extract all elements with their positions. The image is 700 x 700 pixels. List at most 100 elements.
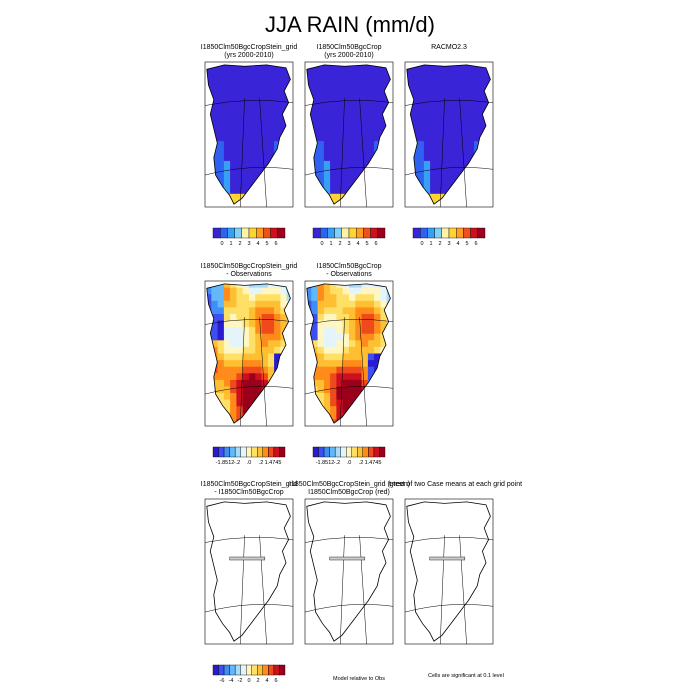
grid-cell bbox=[330, 300, 337, 308]
grid-cell bbox=[323, 373, 331, 381]
grid-cell bbox=[242, 300, 250, 308]
grid-cell bbox=[436, 114, 444, 122]
grid-cell bbox=[380, 81, 388, 89]
grid-cell bbox=[236, 346, 244, 354]
grid-cell bbox=[280, 81, 288, 89]
grid-cell bbox=[355, 379, 362, 387]
grid-cell bbox=[417, 134, 425, 142]
grid-cell bbox=[474, 68, 481, 76]
grid-cell bbox=[330, 167, 337, 175]
grid-cell bbox=[342, 180, 350, 188]
colorbar-box bbox=[373, 446, 380, 458]
meridian-line bbox=[259, 535, 267, 645]
grid-cell bbox=[417, 108, 425, 116]
field-layer bbox=[306, 501, 391, 642]
grid-cell bbox=[461, 81, 469, 89]
colorbar-box bbox=[223, 664, 230, 676]
grid-cell bbox=[423, 88, 431, 96]
grid-cell bbox=[236, 193, 244, 201]
grid-cell bbox=[342, 154, 350, 162]
grid-cell bbox=[442, 64, 450, 69]
grid-cell bbox=[306, 68, 312, 76]
grid-cell bbox=[242, 114, 250, 122]
colorbar-box bbox=[268, 664, 275, 676]
grid-cell bbox=[255, 127, 262, 135]
grid-cell bbox=[436, 160, 444, 168]
grid-cell bbox=[342, 300, 350, 308]
grid-cell bbox=[336, 64, 344, 69]
grid-cell bbox=[261, 127, 269, 135]
grid-cell bbox=[374, 75, 381, 83]
grid-cell bbox=[280, 121, 288, 129]
grid-cell bbox=[430, 64, 437, 69]
grid-cell bbox=[330, 147, 337, 155]
grid-cell bbox=[223, 373, 231, 381]
grid-cell bbox=[336, 193, 344, 201]
grid-cell bbox=[361, 373, 369, 381]
grid-cell bbox=[223, 147, 231, 155]
grid-cell bbox=[211, 333, 218, 341]
grid-cell bbox=[206, 75, 212, 83]
grid-cell bbox=[274, 307, 281, 315]
coastline bbox=[206, 64, 291, 205]
grid-cell bbox=[342, 340, 350, 348]
grid-cell bbox=[242, 174, 250, 181]
grid-cell bbox=[374, 101, 381, 109]
colorbar-box bbox=[340, 446, 347, 458]
grid-cell bbox=[223, 127, 231, 135]
grid-cell bbox=[367, 333, 375, 341]
grid-cell bbox=[230, 340, 237, 348]
grid-cell bbox=[255, 283, 262, 288]
grid-cell bbox=[355, 160, 362, 168]
colorbar-box bbox=[320, 227, 328, 239]
grid-cell bbox=[349, 283, 356, 288]
grid-cell bbox=[323, 101, 331, 109]
grid-cell bbox=[423, 121, 431, 129]
grid-cell bbox=[367, 340, 375, 348]
grid-cell bbox=[217, 353, 225, 361]
grid-cell bbox=[336, 373, 344, 381]
grid-cell bbox=[249, 134, 256, 142]
grid-cell bbox=[317, 379, 325, 387]
grid-cell bbox=[336, 399, 344, 407]
grid-cell bbox=[330, 193, 337, 201]
grid-cell bbox=[323, 386, 331, 394]
grid-cell bbox=[430, 81, 437, 89]
grid-cell bbox=[311, 101, 318, 109]
grid-cell bbox=[349, 68, 356, 76]
colorbar-box bbox=[279, 664, 286, 676]
grid-cell bbox=[223, 64, 231, 69]
parallel-line bbox=[204, 537, 294, 543]
colorbar-tick-label: .0 bbox=[346, 460, 352, 466]
grid-cell bbox=[355, 101, 362, 109]
grid-cell bbox=[467, 141, 475, 149]
grid-cell bbox=[361, 287, 369, 295]
grid-cell bbox=[311, 327, 318, 335]
grid-cell bbox=[361, 327, 369, 335]
grid-cell bbox=[274, 327, 281, 335]
grid-cell bbox=[261, 121, 269, 129]
grid-cell bbox=[417, 154, 425, 162]
grid-cell bbox=[249, 360, 256, 368]
grid-cell bbox=[361, 95, 369, 102]
grid-cell bbox=[342, 393, 350, 400]
grid-cell bbox=[236, 108, 244, 116]
grid-cell bbox=[230, 193, 237, 201]
grid-cell bbox=[336, 147, 344, 155]
grid-cell bbox=[336, 160, 344, 168]
grid-cell bbox=[380, 307, 388, 315]
grid-cell bbox=[442, 167, 450, 175]
grid-cell bbox=[223, 160, 231, 168]
grid-cell bbox=[255, 81, 262, 89]
grid-cell bbox=[455, 95, 462, 102]
grid-cell bbox=[374, 327, 381, 335]
grid-cell bbox=[274, 127, 281, 135]
meridian-line bbox=[359, 535, 367, 645]
grid-cell bbox=[442, 160, 450, 168]
grid-cell bbox=[374, 320, 381, 328]
grid-cell bbox=[317, 307, 325, 315]
grid-cell bbox=[323, 134, 331, 142]
grid-cell bbox=[367, 294, 375, 302]
grid-cell bbox=[361, 121, 369, 129]
grid-cell bbox=[436, 154, 444, 162]
